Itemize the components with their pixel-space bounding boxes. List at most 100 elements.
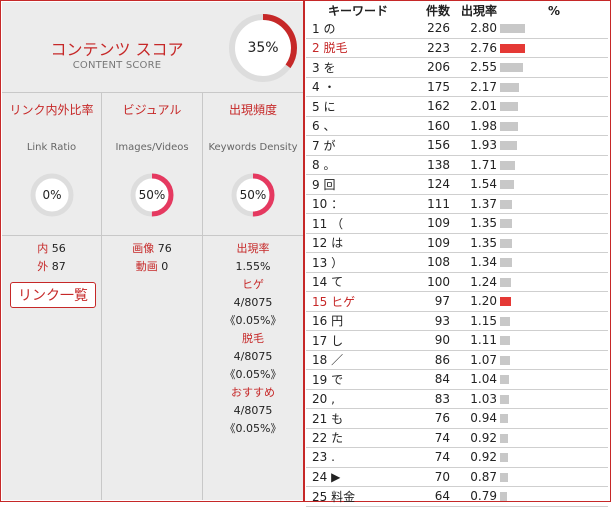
table-row: 19 で 84 1.04 xyxy=(306,369,608,390)
link-ratio-donut: 0% xyxy=(29,172,75,218)
row-bar-cell xyxy=(500,116,608,136)
frequency-percent: 《0.05%》 xyxy=(224,314,282,327)
row-count: 100 xyxy=(404,272,454,292)
row-rate: 1.34 xyxy=(454,252,500,273)
row-bar-cell xyxy=(500,213,608,234)
row-count: 206 xyxy=(404,57,454,78)
row-bar-cell xyxy=(500,350,608,370)
row-rate: 1.71 xyxy=(454,155,500,175)
row-bar-cell xyxy=(500,174,608,195)
row-bar xyxy=(500,355,510,365)
row-count: 86 xyxy=(404,350,454,370)
row-rate: 1.54 xyxy=(454,174,500,195)
row-bar-cell xyxy=(500,311,608,331)
row-bar xyxy=(500,219,512,229)
table-row: 9 回 124 1.54 xyxy=(306,174,608,195)
row-bar-cell xyxy=(500,486,608,507)
frequency-keyword: おすすめ xyxy=(231,386,275,399)
link-ratio-column: リンク内外比率 Link Ratio 0% 内 56 外 87 リンク一覧 xyxy=(2,93,102,500)
link-list-button[interactable]: リンク一覧 xyxy=(10,282,96,308)
row-bar-cell xyxy=(500,330,608,351)
table-row: 14 て 100 1.24 xyxy=(306,272,608,292)
frequency-overall: 1.55% xyxy=(235,260,271,273)
row-keyword: 25 料金 xyxy=(306,486,404,507)
row-rate: 1.35 xyxy=(454,233,500,253)
table-row: 11 （109 1.35 xyxy=(306,213,608,234)
row-bar-cell xyxy=(500,96,608,117)
row-rate: 1.07 xyxy=(454,350,500,370)
row-bar xyxy=(500,472,508,482)
row-rate: 0.92 xyxy=(454,428,500,448)
header-percent: % xyxy=(547,3,561,18)
row-rate: 2.76 xyxy=(454,38,500,58)
visual-donut: 50% xyxy=(129,172,175,218)
row-count: 109 xyxy=(404,213,454,234)
visual-stats: 画像 76 動画 0 xyxy=(102,240,202,276)
video-count: 動画 0 xyxy=(102,258,202,276)
row-count: 223 xyxy=(404,38,454,58)
image-count: 画像 76 xyxy=(102,240,202,258)
column-divider xyxy=(2,235,101,236)
row-count: 64 xyxy=(404,486,454,507)
row-bar-cell xyxy=(500,252,608,273)
row-rate: 1.11 xyxy=(454,330,500,351)
row-bar xyxy=(500,492,507,502)
row-bar-cell xyxy=(500,38,608,58)
frequency-count: 4/8075 xyxy=(233,350,273,363)
row-keyword: 13 ） xyxy=(306,252,404,273)
row-bar xyxy=(500,336,510,346)
visual-value: 50% xyxy=(138,188,166,202)
row-bar xyxy=(500,199,512,209)
row-rate: 0.87 xyxy=(454,467,500,487)
row-bar xyxy=(500,433,508,443)
row-rate: 1.93 xyxy=(454,135,500,156)
row-bar-cell xyxy=(500,428,608,448)
row-keyword: 6 、 xyxy=(306,116,404,136)
ring-progress xyxy=(229,14,297,82)
row-bar xyxy=(500,43,525,53)
row-bar xyxy=(500,82,519,92)
table-row: 20 , 83 1.03 xyxy=(306,389,608,409)
row-bar xyxy=(500,316,510,326)
row-bar xyxy=(500,394,509,404)
row-count: 90 xyxy=(404,330,454,351)
frequency-percent: 《0.05%》 xyxy=(224,422,282,435)
row-rate: 1.35 xyxy=(454,213,500,234)
ring-track xyxy=(30,173,74,217)
row-bar-cell xyxy=(500,77,608,97)
row-bar xyxy=(500,297,511,307)
outer-links-value: 87 xyxy=(51,260,66,273)
frequency-donut: 50% xyxy=(230,172,276,218)
row-keyword: 24 ▶ xyxy=(306,467,404,487)
content-score-donut: 35% xyxy=(227,12,299,84)
row-bar-cell xyxy=(500,408,608,429)
video-count-label: 動画 xyxy=(135,260,158,273)
table-row: 4 ・ 175 2.17 xyxy=(306,77,608,97)
row-count: 74 xyxy=(404,447,454,468)
frequency-count: 4/8075 xyxy=(233,404,273,417)
row-rate: 2.01 xyxy=(454,96,500,117)
row-keyword: 20 , xyxy=(306,389,404,409)
row-keyword: 8 。 xyxy=(306,155,404,175)
column-divider xyxy=(102,235,202,236)
metric-columns: リンク内外比率 Link Ratio 0% 内 56 外 87 リンク一覧 ビジ… xyxy=(2,93,303,500)
content-score-ring xyxy=(229,14,297,82)
row-rate: 1.98 xyxy=(454,116,500,136)
frequency-keyword: ヒゲ xyxy=(242,278,264,291)
row-rate: 2.55 xyxy=(454,57,500,78)
row-rate: 0.92 xyxy=(454,447,500,468)
row-rate: 1.24 xyxy=(454,272,500,292)
outer-links-label: 外 xyxy=(37,260,49,273)
row-count: 111 xyxy=(404,194,454,214)
row-bar-cell xyxy=(500,135,608,156)
row-bar xyxy=(500,277,511,287)
row-keyword: 3 を xyxy=(306,57,404,78)
row-bar xyxy=(500,102,518,112)
row-keyword: 10 ： xyxy=(306,194,404,214)
row-bar-cell xyxy=(500,272,608,292)
table-row: 8 。 138 1.71 xyxy=(306,155,608,175)
table-row: 25 料金 64 0.79 xyxy=(306,486,608,507)
header-keyword: キーワード xyxy=(327,4,388,18)
frequency-stats-title: 出現率 xyxy=(236,242,270,255)
